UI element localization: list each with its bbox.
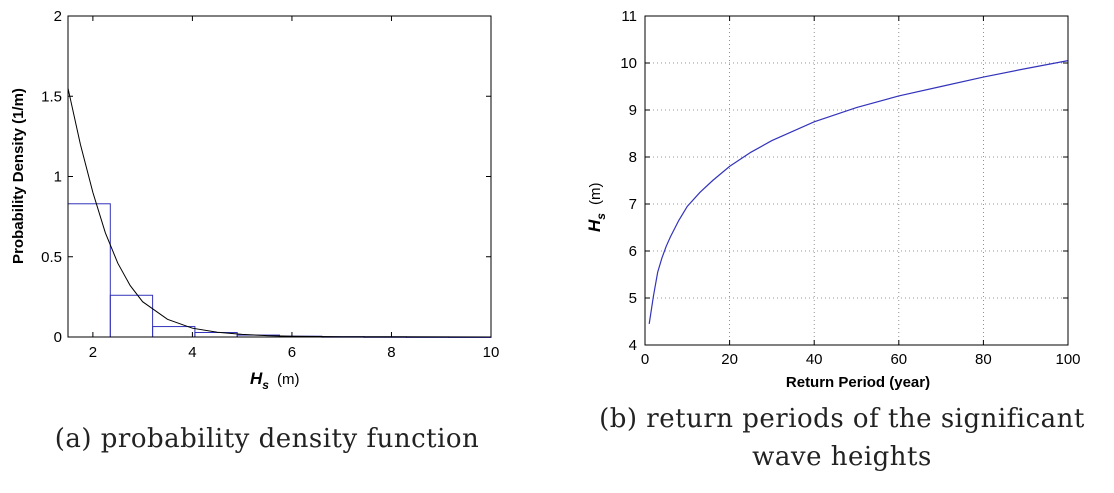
caption-b-line-1: (b) return periods of the significant (599, 404, 1085, 434)
x-tick-label: 80 (975, 351, 992, 368)
histogram-bar (67, 203, 111, 338)
histogram-bar (109, 294, 154, 338)
caption-a: (a) probability density function (54, 424, 480, 454)
x-axis-label-b: Return Period (year) (786, 374, 930, 391)
x-tick-label: 0 (641, 351, 649, 368)
return-period-line (648, 60, 1069, 324)
x-tick-label: 20 (721, 351, 738, 368)
y-tick-label: 9 (629, 102, 637, 119)
x-axis-label-a: Hs (m) (250, 369, 299, 392)
caption-b: (b) return periods of the significant wa… (572, 400, 1112, 476)
plot-frame-a (67, 15, 492, 338)
histogram-bar (152, 326, 196, 338)
chart-b-return-period: 0 20 40 60 80 100 4 5 6 7 8 9 10 11 Hs(m) Return Per… (585, 8, 1081, 391)
y-tick-label: 4 (629, 337, 637, 354)
y-tick-label: 1.5 (41, 88, 62, 105)
x-tick-label: 8 (387, 344, 395, 361)
y-tick-label: 0.5 (41, 249, 62, 266)
x-tick-label: 40 (806, 351, 823, 368)
x-tick-label: 4 (188, 344, 196, 361)
y-axis-label-a: Probability Density (1/m) (10, 88, 27, 264)
x-tick-label: 6 (288, 344, 296, 361)
density-curve (67, 88, 492, 338)
y-tick-label: 8 (629, 149, 637, 166)
y-tick-label: 0 (54, 329, 62, 346)
caption-b-line-2: wave heights (752, 442, 932, 472)
chart-a-pdf: 2 4 6 8 10 0 0.5 1 1.5 2 Probability Density (1/… (10, 8, 500, 392)
y-tick-label: 2 (54, 8, 62, 25)
x-tick-label: 2 (89, 344, 97, 361)
y-tick-label: 11 (621, 8, 637, 25)
x-tick-label: 60 (890, 351, 907, 368)
plot-frame-b (644, 15, 1069, 346)
y-tick-label: 10 (620, 55, 637, 72)
x-tick-label: 100 (1055, 351, 1080, 368)
y-axis-label-b: Hs(m) (585, 183, 608, 232)
x-tick-label: 10 (483, 344, 500, 361)
y-tick-label: 6 (629, 243, 637, 260)
y-tick-label: 1 (54, 169, 62, 186)
y-tick-label: 7 (629, 196, 637, 213)
y-tick-label: 5 (629, 290, 637, 307)
